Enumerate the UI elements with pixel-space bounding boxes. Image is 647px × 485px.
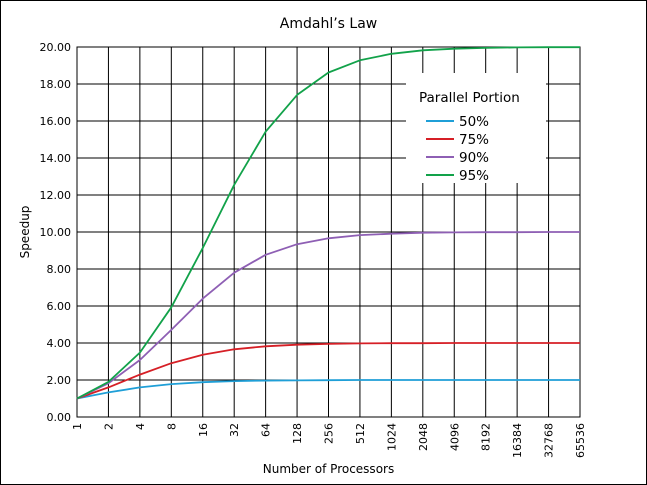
legend: Parallel Portion 50% 75% 90% 95% <box>406 73 546 184</box>
x-tick-label: 4096 <box>448 423 461 451</box>
x-tick-labels: 1 2 4 8 16 32 64 128 256 512 1024 2048 4096 8192 16384… <box>71 423 587 458</box>
y-tick-label: 8.00 <box>47 263 72 276</box>
series-line-50-percent <box>76 379 580 400</box>
x-tick-label: 512 <box>354 423 367 444</box>
x-tick-label: 32 <box>228 423 241 437</box>
x-tick-label: 8192 <box>480 423 493 451</box>
x-axis-label: Number of Processors <box>263 462 394 476</box>
x-tick-label: 2048 <box>417 423 430 451</box>
y-tick-label: 10.00 <box>40 226 72 239</box>
y-tick-label: 12.00 <box>40 189 72 202</box>
series-layer <box>76 46 580 400</box>
y-axis-label: Speedup <box>18 206 32 259</box>
y-tick-label: 14.00 <box>40 152 72 165</box>
x-tick-label: 4 <box>134 423 147 430</box>
series-line-90-percent <box>76 231 580 400</box>
series-line-95-percent <box>76 46 580 400</box>
y-tick-label: 18.00 <box>40 78 72 91</box>
legend-entry-label: 75% <box>459 132 489 148</box>
y-tick-labels: 0.00 2.00 4.00 6.00 8.00 10.00 12.00 14.00 16.00… <box>40 41 72 424</box>
x-tick-label: 1024 <box>385 423 398 451</box>
x-tick-label: 32768 <box>543 423 556 458</box>
x-tick-label: 16384 <box>511 423 524 458</box>
y-tick-label: 20.00 <box>40 41 72 54</box>
y-tick-label: 0.00 <box>47 411 72 424</box>
x-tick-label: 128 <box>291 423 304 444</box>
y-tick-label: 6.00 <box>47 300 72 313</box>
x-tick-label: 16 <box>197 423 210 437</box>
y-tick-label: 2.00 <box>47 374 72 387</box>
y-tick-label: 4.00 <box>47 337 72 350</box>
legend-entry-label: 95% <box>459 168 489 184</box>
x-tick-label: 64 <box>260 423 273 437</box>
series-line-75-percent <box>76 342 580 400</box>
x-tick-label: 2 <box>102 423 115 430</box>
x-tick-label: 8 <box>165 423 178 430</box>
x-tick-label: 65536 <box>574 423 587 458</box>
x-tick-label: 1 <box>71 423 84 430</box>
legend-title: Parallel Portion <box>419 90 520 106</box>
x-tick-label: 256 <box>323 423 336 444</box>
y-tick-label: 16.00 <box>40 115 72 128</box>
legend-background <box>406 73 546 183</box>
legend-entry-label: 50% <box>459 114 489 130</box>
legend-entry-label: 90% <box>459 150 489 166</box>
chart-title: Amdahl’s Law <box>280 16 377 32</box>
